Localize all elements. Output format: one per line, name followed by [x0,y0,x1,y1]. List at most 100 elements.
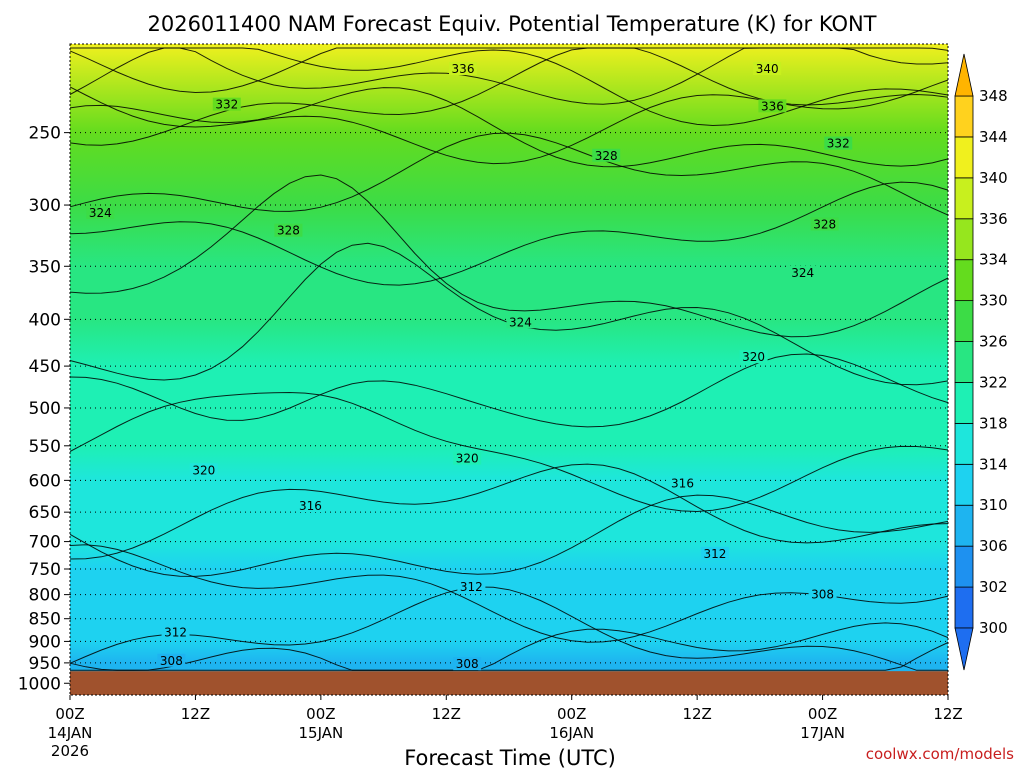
contour-label: 328 [277,224,300,238]
contour-label: 312 [703,547,726,561]
y-tick-label: 650 [29,503,61,523]
contour-label: 320 [192,463,215,477]
colorbar-arrow-bottom [954,627,974,671]
contour-label-bg [700,546,729,560]
contour-line [69,132,949,216]
contour-label: 332 [827,137,850,151]
contour-line [69,181,949,286]
x-tick-label: 00Z [306,705,335,723]
colorbar-cell [954,382,974,424]
x-tick-label: 00Z [808,705,837,723]
contour-label-bg [296,498,325,512]
x-tick-label: 12Z [181,705,210,723]
contour-label-bg [758,99,787,113]
contour-label: 336 [761,99,784,113]
colorbar-cell [954,422,974,465]
contour-label-bg [457,580,486,594]
colorbar-cell [954,504,974,547]
contour-line [69,353,949,428]
colorbar-label: 318 [979,414,1008,432]
colorbar-label: 344 [979,128,1008,146]
contour-label: 328 [813,217,836,231]
contour-label: 312 [164,625,187,639]
contour-line [69,642,949,671]
colorbar-label: 310 [979,496,1008,514]
plot-frame [69,43,949,696]
contour-line [69,544,949,643]
colorbar-label: 334 [979,251,1008,269]
y-tick-label: 950 [29,654,61,674]
x-date-label: 17JAN [800,724,845,742]
colorbar-cell [954,586,974,629]
contour-label: 316 [671,477,694,491]
y-tick-label: 850 [29,610,61,630]
contour-label-bg [824,136,853,150]
contour-label: 336 [452,62,475,76]
colorbar-cell [954,259,974,302]
contour-label: 308 [456,657,479,671]
chart-title: 2026011400 NAM Forecast Equiv. Potential… [147,12,876,36]
colorbar-label: 300 [979,619,1008,637]
contour-label-bg [449,62,478,76]
contour-label-bg [274,223,303,237]
contour-line [69,174,949,338]
contour-line [69,47,949,94]
y-tick-label: 300 [29,196,61,216]
colorbar-label: 302 [979,578,1008,596]
y-tick-label: 700 [29,533,61,553]
contour-line [69,47,949,146]
colorbar-cell [954,463,974,506]
y-tick-label: 600 [29,471,61,491]
colorbar-label: 340 [979,169,1008,187]
contour-label-bg [86,205,115,219]
contour-label: 340 [756,62,779,76]
colorbar-label: 314 [979,455,1008,473]
y-axis: 2503003504004505005506006507007508008509… [18,124,70,694]
contour-label-bg [668,476,697,490]
colorbar-cell [954,300,974,342]
contour-line [70,622,949,671]
y-tick-label: 250 [29,124,61,144]
contour-label-bg [189,463,218,477]
contour-label-bg [212,97,241,111]
theta-field [70,44,948,695]
contour-line [69,494,949,577]
x-date-label: 15JAN [298,724,343,742]
y-tick-label: 800 [29,586,61,606]
contour-label-bg [739,350,768,364]
x-tick-label: 12Z [682,705,711,723]
y-tick-label: 400 [29,310,61,330]
y-tick-label: 450 [29,357,61,377]
x-date-label: 2026 [51,742,89,760]
colorbar-label: 348 [979,87,1008,105]
colorbar-label: 330 [979,292,1008,310]
contour-label: 312 [460,580,483,594]
contour-label: 332 [215,98,238,112]
contour-label: 308 [811,588,834,602]
contour-label: 308 [160,654,183,668]
colorbar-cell [954,136,974,179]
contour-line [69,586,948,671]
contour-label: 320 [456,452,479,466]
contour-label: 320 [742,350,765,364]
x-tick-label: 12Z [432,705,461,723]
contour-label-bg [161,625,190,639]
y-tick-label: 900 [29,632,61,652]
contour-label-bg [592,148,621,162]
contour-label-bg [453,451,482,465]
contour-label: 324 [509,315,532,329]
x-tick-label: 12Z [933,705,962,723]
colorbar-cell [954,177,974,220]
y-tick-label: 550 [29,437,61,457]
x-axis-label: Forecast Time (UTC) [404,746,616,768]
contour-label-bg [788,266,817,280]
contour-line [69,463,949,560]
y-tick-label: 750 [29,560,61,580]
contour-label-bg [506,315,535,329]
colorbar: 300 302 306 310 314 318 322 326 330 334 336 340 344 3… [954,53,1008,671]
x-tick-label: 00Z [55,705,84,723]
colorbar-label: 306 [979,537,1008,555]
colorbar-label: 336 [979,210,1008,228]
